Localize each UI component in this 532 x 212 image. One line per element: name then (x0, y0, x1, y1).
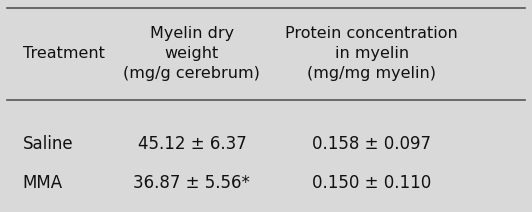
Text: 0.150 ± 0.110: 0.150 ± 0.110 (312, 174, 431, 192)
Text: Myelin dry
weight
(mg/g cerebrum): Myelin dry weight (mg/g cerebrum) (123, 26, 260, 81)
Text: 45.12 ± 6.37: 45.12 ± 6.37 (138, 135, 246, 153)
Text: MMA: MMA (22, 174, 63, 192)
Text: 36.87 ± 5.56*: 36.87 ± 5.56* (134, 174, 251, 192)
Text: Protein concentration
in myelin
(mg/mg myelin): Protein concentration in myelin (mg/mg m… (286, 26, 458, 81)
Text: Treatment: Treatment (22, 46, 104, 61)
Text: Saline: Saline (22, 135, 73, 153)
Text: 0.158 ± 0.097: 0.158 ± 0.097 (312, 135, 431, 153)
